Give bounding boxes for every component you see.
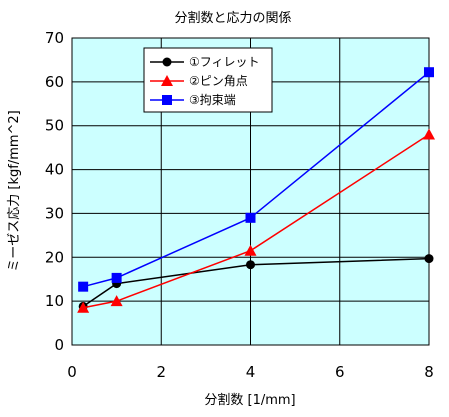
legend-label: ③拘束端 xyxy=(189,93,236,107)
x-tick-label: 6 xyxy=(335,363,345,381)
x-axis-label: 分割数 [1/mm] xyxy=(204,392,295,408)
data-point xyxy=(111,272,122,283)
y-tick-label: 30 xyxy=(45,204,64,222)
x-tick-label: 4 xyxy=(246,363,256,381)
series-line xyxy=(82,257,430,308)
series-line xyxy=(82,71,430,288)
x-tick-label: 8 xyxy=(424,363,434,381)
series-2 xyxy=(77,128,435,313)
y-tick-label: 50 xyxy=(45,117,64,135)
data-point xyxy=(424,67,434,78)
tick-labels: 0 10 20 30 40 50 60 70 0 2 4 6 8 xyxy=(45,29,434,381)
legend: ①フィレット ②ピン角点 ③拘束端 xyxy=(143,47,273,113)
y-tick-label: 60 xyxy=(45,73,64,91)
y-tick-label: 20 xyxy=(45,248,64,266)
data-point xyxy=(246,260,255,270)
series-line xyxy=(83,133,430,309)
data-point xyxy=(77,301,90,313)
y-axis-label: ミーゼス応力 [kgf/mm^2] xyxy=(7,110,22,272)
legend-marker xyxy=(161,75,173,86)
x-tick-label: 2 xyxy=(156,363,166,381)
series-layer xyxy=(77,67,435,313)
chart-title: 分割数と応力の関係 xyxy=(174,10,291,26)
y-tick-label: 40 xyxy=(45,161,64,179)
legend-label: ②ピン角点 xyxy=(189,74,248,88)
x-tick-label: 0 xyxy=(67,363,77,381)
data-point xyxy=(424,254,434,264)
y-tick-label: 0 xyxy=(54,336,64,354)
series-3 xyxy=(78,67,434,292)
legend-marker xyxy=(162,95,172,105)
legend-label: ①フィレット xyxy=(189,55,260,69)
data-point xyxy=(78,281,89,292)
data-point xyxy=(110,295,123,307)
data-point xyxy=(244,244,257,256)
y-tick-label: 70 xyxy=(45,29,64,47)
y-tick-label: 10 xyxy=(45,292,64,310)
data-point xyxy=(245,212,256,223)
data-point xyxy=(423,128,435,140)
legend-marker xyxy=(162,57,172,67)
